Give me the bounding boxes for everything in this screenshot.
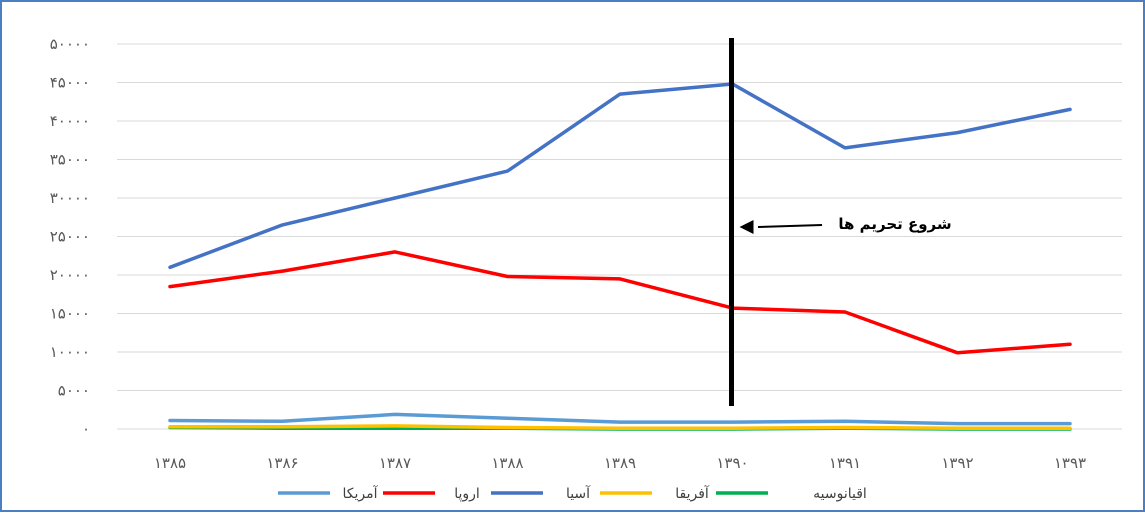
annotation-label: شروع تحریم ها	[838, 215, 951, 233]
legend-label: آمریکا	[342, 485, 378, 502]
x-tick-label: ۱۳۸۷	[379, 454, 411, 472]
y-tick-label: ۱۰۰۰۰	[50, 343, 90, 361]
y-axis-ticks: ۰ ۵۰۰۰ ۱۰۰۰۰ ۱۵۰۰۰ ۲۰۰۰۰ ۲۵۰۰۰ ۳۰۰۰۰ ۳۵۰۰۰ ۴۰۰۰۰…	[50, 35, 90, 438]
y-tick-label: ۳۵۰۰۰	[50, 151, 90, 169]
x-tick-label: ۱۳۸۶	[266, 454, 298, 472]
x-tick-label: ۱۳۹۰	[716, 454, 748, 472]
annotation-arrow-head	[740, 220, 754, 234]
x-tick-label: ۱۳۹۳	[1054, 454, 1086, 472]
legend-label: آفریقا	[675, 485, 710, 502]
series-line-0	[170, 414, 1070, 423]
annotation-arrow	[758, 225, 822, 227]
legend-label: اروپا	[454, 486, 480, 502]
y-tick-label: ۳۰۰۰۰	[50, 189, 90, 207]
series-line-1	[170, 252, 1070, 353]
y-tick-label: ۰	[82, 420, 90, 438]
legend-label: اقیانوسیه	[813, 486, 867, 502]
y-tick-label: ۵۰۰۰۰	[50, 35, 90, 53]
y-tick-label: ۲۵۰۰۰	[50, 228, 90, 246]
x-tick-label: ۱۳۹۲	[941, 454, 973, 472]
y-tick-label: ۱۵۰۰۰	[50, 305, 90, 323]
y-tick-label: ۴۰۰۰۰	[50, 112, 90, 130]
x-axis-ticks: ۱۳۸۵ ۱۳۸۶ ۱۳۸۷ ۱۳۸۸ ۱۳۸۹ ۱۳۹۰ ۱۳۹۱ ۱۳۹۲ ۱۳۹۳	[154, 454, 1086, 472]
legend-label: آسیا	[566, 485, 591, 502]
x-tick-label: ۱۳۹۱	[829, 454, 861, 472]
x-tick-label: ۱۳۸۵	[154, 454, 186, 472]
series-line-3	[170, 426, 1070, 428]
legend: آمریکا اروپا آسیا آفریقا اقیانوسیه	[278, 485, 867, 502]
series-line-2	[170, 84, 1070, 267]
y-tick-label: ۴۵۰۰۰	[50, 74, 90, 92]
x-tick-label: ۱۳۸۹	[604, 454, 636, 472]
annotation: شروع تحریم ها	[732, 38, 952, 406]
y-tick-label: ۲۰۰۰۰	[50, 266, 90, 284]
gridlines	[117, 44, 1122, 429]
y-tick-label: ۵۰۰۰	[58, 382, 90, 400]
x-tick-label: ۱۳۸۸	[491, 454, 523, 472]
series-lines	[170, 84, 1070, 429]
